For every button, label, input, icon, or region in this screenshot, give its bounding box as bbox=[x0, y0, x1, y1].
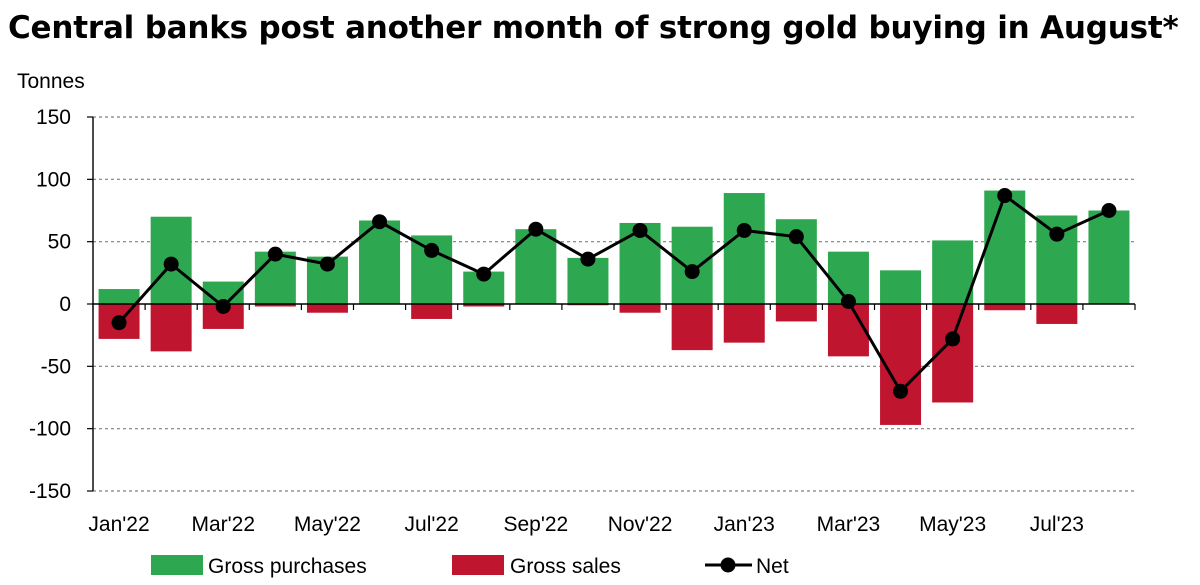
y-tick-label: 50 bbox=[48, 231, 71, 254]
x-tick-label: May'23 bbox=[919, 513, 986, 536]
bar-gross-sales bbox=[984, 304, 1026, 311]
y-tick-label: 150 bbox=[36, 106, 71, 129]
net-point bbox=[528, 221, 544, 237]
bar-gross-sales bbox=[880, 304, 922, 425]
bar-gross-sales bbox=[619, 304, 661, 313]
bar-gross-sales bbox=[411, 304, 453, 319]
bar-gross-purchases bbox=[984, 190, 1026, 304]
bars bbox=[98, 190, 1130, 425]
net-point bbox=[163, 256, 179, 272]
x-tick-label: Jan'23 bbox=[714, 513, 775, 536]
net-point bbox=[840, 294, 856, 310]
x-tick-label: Jul'22 bbox=[405, 513, 459, 536]
y-tick-labels: 150 100 50 0 -50 -100 -150 bbox=[29, 106, 71, 503]
net-point bbox=[476, 266, 492, 282]
legend: Gross purchases Gross sales Net bbox=[151, 555, 789, 578]
x-tick-labels: Jan'22 Mar'22 May'22 Jul'22 Sep'22 Nov'22 Jan'… bbox=[88, 513, 1084, 536]
net-point bbox=[632, 222, 648, 238]
y-tick-label: 100 bbox=[36, 168, 71, 191]
net-point bbox=[945, 331, 961, 347]
net-point bbox=[424, 242, 440, 258]
legend-swatch-net-marker bbox=[720, 557, 736, 573]
bar-gross-sales bbox=[254, 304, 296, 307]
bar-gross-sales bbox=[775, 304, 817, 322]
net-point bbox=[319, 256, 335, 272]
y-tick-label: -150 bbox=[29, 480, 71, 503]
net-series bbox=[111, 188, 1117, 399]
net-point bbox=[1049, 226, 1065, 242]
net-line bbox=[117, 194, 1110, 393]
chart-title: Central banks post another month of stro… bbox=[8, 10, 1179, 46]
legend-swatch-gross-purchases bbox=[151, 555, 203, 575]
legend-label-gross-sales: Gross sales bbox=[510, 555, 621, 578]
net-point bbox=[215, 298, 231, 314]
bar-gross-sales bbox=[723, 304, 765, 343]
net-point bbox=[788, 229, 804, 245]
x-tick-label: Jan'22 bbox=[88, 513, 149, 536]
net-point bbox=[372, 214, 388, 230]
net-point bbox=[1101, 203, 1117, 218]
legend-label-gross-purchases: Gross purchases bbox=[208, 555, 367, 578]
x-tick-label: Mar'22 bbox=[191, 513, 255, 536]
net-point bbox=[997, 188, 1013, 204]
y-tick-label: -100 bbox=[29, 418, 71, 441]
bar-gross-sales bbox=[671, 304, 713, 351]
net-point bbox=[684, 264, 700, 280]
bar-gross-purchases bbox=[1088, 210, 1130, 304]
y-tick-label: -50 bbox=[41, 355, 71, 378]
y-axis-label: Tonnes bbox=[17, 70, 85, 93]
bar-gross-sales bbox=[463, 304, 505, 307]
bar-gross-purchases bbox=[723, 193, 765, 304]
x-tick-label: Nov'22 bbox=[608, 513, 673, 536]
net-point bbox=[580, 251, 596, 267]
bar-gross-sales bbox=[150, 304, 192, 352]
bar-gross-purchases bbox=[880, 270, 922, 304]
x-tick-label: Jul'23 bbox=[1030, 513, 1084, 536]
legend-label-net: Net bbox=[756, 555, 789, 578]
bar-gross-sales bbox=[827, 304, 869, 357]
net-point bbox=[111, 315, 127, 331]
legend-swatch-gross-sales bbox=[452, 555, 504, 575]
net-point bbox=[267, 246, 283, 262]
x-tick-label: May'22 bbox=[294, 513, 361, 536]
x-tick-label: Mar'23 bbox=[817, 513, 881, 536]
y-tick-label: 0 bbox=[59, 293, 71, 316]
axes bbox=[87, 116, 1136, 492]
bar-gross-purchases bbox=[98, 289, 140, 304]
bar-gross-purchases bbox=[932, 240, 974, 304]
bar-gross-sales bbox=[1036, 304, 1078, 324]
net-point bbox=[736, 222, 752, 238]
net-point bbox=[893, 383, 909, 399]
bar-gross-sales bbox=[306, 304, 348, 313]
x-tick-label: Sep'22 bbox=[503, 513, 568, 536]
